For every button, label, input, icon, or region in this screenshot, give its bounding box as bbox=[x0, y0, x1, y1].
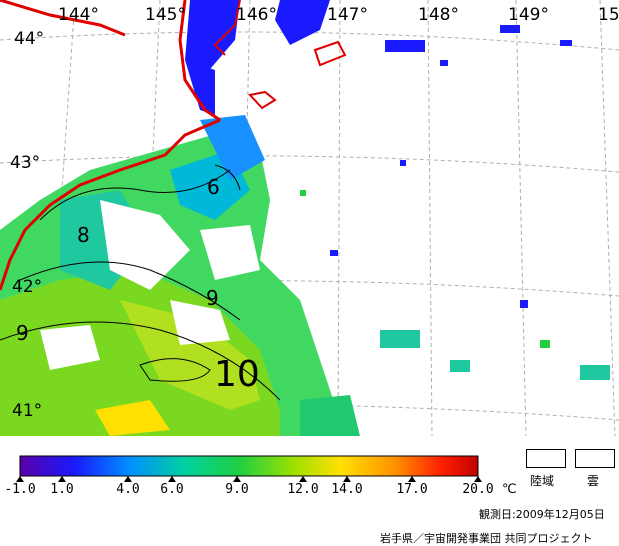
longitude-labels: 144° 145° 146° 147° 148° 149° 15 bbox=[58, 5, 619, 25]
lat-label: 41° bbox=[12, 401, 42, 421]
land-mass bbox=[0, 0, 347, 291]
credit-text: 岩手県／宇宙開発事業団 共同プロジェクト bbox=[380, 532, 593, 545]
scattered-pixels bbox=[300, 25, 610, 380]
contour-label-8: 8 bbox=[77, 223, 90, 247]
contour-label-10: 10 bbox=[214, 354, 260, 395]
colorbar-tick: 14.0 bbox=[331, 482, 363, 497]
lon-label: 147° bbox=[327, 5, 368, 25]
cloud-legend-label: 雲 bbox=[587, 474, 600, 488]
colorbar-tick: 20.0 bbox=[462, 482, 494, 497]
colorbar-tick: -1.0 bbox=[4, 482, 36, 497]
colorbar-tick: 6.0 bbox=[160, 482, 184, 497]
colorbar-tick: 4.0 bbox=[116, 482, 140, 497]
lon-label: 146° bbox=[236, 5, 277, 25]
lon-label: 148° bbox=[418, 5, 459, 25]
latitude-labels: 44° 43° 42° 41° bbox=[10, 29, 44, 421]
colorbar-tick: 12.0 bbox=[287, 482, 319, 497]
contour-lines bbox=[0, 164, 281, 401]
land-legend-swatch bbox=[526, 449, 566, 468]
lon-label: 15 bbox=[598, 5, 619, 25]
contour-label-6: 6 bbox=[207, 175, 220, 199]
lon-label: 145° bbox=[145, 5, 186, 25]
colorbar-tick: 9.0 bbox=[225, 482, 249, 497]
contour-label-9: 9 bbox=[206, 286, 219, 310]
colorbar bbox=[19, 455, 479, 477]
colorbar-tick: 17.0 bbox=[396, 482, 428, 497]
colorbar-tick: 1.0 bbox=[50, 482, 74, 497]
lat-label: 42° bbox=[12, 277, 42, 297]
cloud-legend-swatch bbox=[575, 449, 615, 468]
colorbar-tick-marks bbox=[16, 476, 482, 482]
lat-label: 43° bbox=[10, 153, 40, 173]
lon-label: 149° bbox=[508, 5, 549, 25]
contour-label-9: 9 bbox=[16, 321, 29, 345]
lon-label: 144° bbox=[58, 5, 99, 25]
sst-field bbox=[0, 115, 360, 436]
land-legend-label: 陸域 bbox=[530, 474, 555, 488]
lat-label: 44° bbox=[14, 29, 44, 49]
contour-labels: 6 8 9 9 10 bbox=[16, 175, 260, 395]
observation-date: 観測日:2009年12月05日 bbox=[479, 508, 605, 521]
colorbar-unit: ℃ bbox=[502, 482, 517, 497]
